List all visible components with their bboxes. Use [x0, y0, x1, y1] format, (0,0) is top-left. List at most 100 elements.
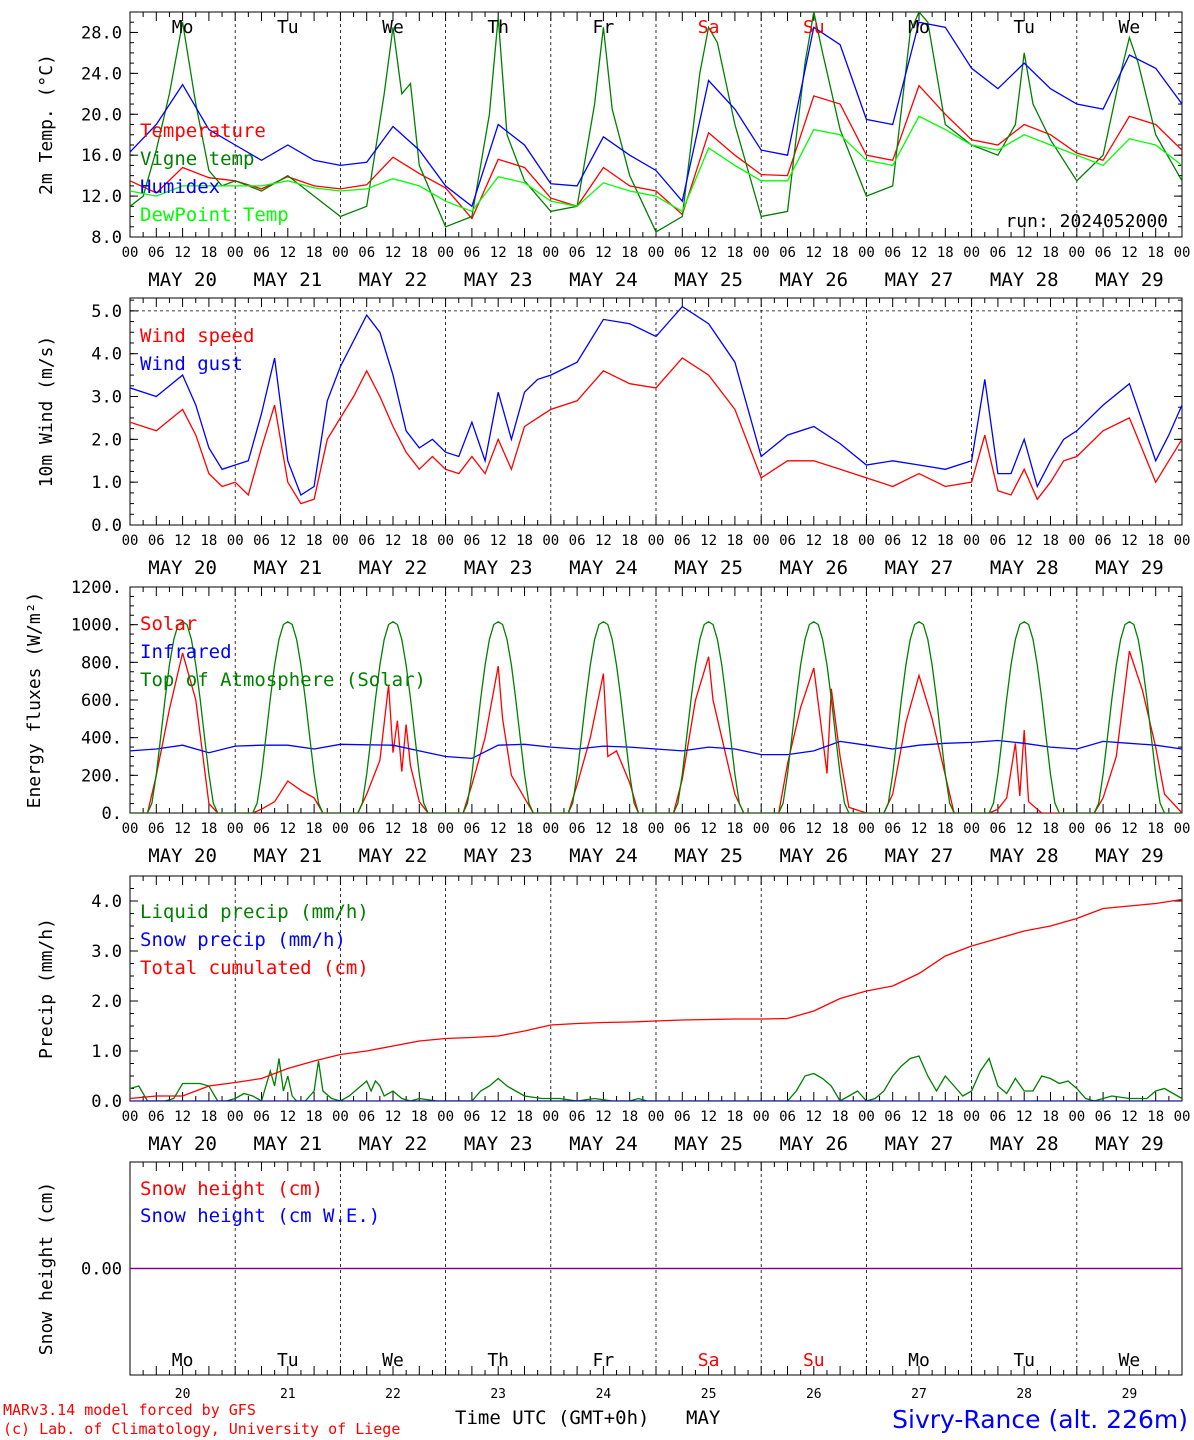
- x-hour-label: 00: [963, 245, 980, 261]
- x-date-label: MAY 26: [779, 1133, 848, 1155]
- credit-line-1: MARv3.14 model forced by GFS: [3, 1401, 256, 1419]
- y-tick-label: 400.: [81, 729, 122, 749]
- x-hour-label: 18: [621, 821, 638, 837]
- x-hour-label: 18: [200, 245, 217, 261]
- footer: Time UTC (GMT+0h) MAY MARv3.14 model force…: [3, 1401, 1188, 1438]
- x-date-label: MAY 22: [359, 845, 428, 867]
- x-hour-label: 12: [174, 1109, 191, 1125]
- x-date-label: MAY 23: [464, 269, 533, 291]
- x-hour-label: 00: [963, 1109, 980, 1125]
- panel-3: 0. 200. 400. 600. 800. 1000. 1200. Energy fluxe…: [24, 578, 1190, 867]
- weekday-label: Th: [487, 1350, 509, 1371]
- day-number-label: 26: [806, 1387, 822, 1402]
- weekday-label: Tu: [1013, 17, 1035, 38]
- legend-entry: Wind gust: [140, 353, 243, 375]
- credit-line-2: (c) Lab. of Climatology, University of L…: [3, 1420, 400, 1438]
- x-hour-label: 00: [542, 533, 559, 549]
- x-hour-label: 00: [542, 821, 559, 837]
- x-hour-label: 00: [1068, 245, 1085, 261]
- x-hour-label: 00: [1068, 821, 1085, 837]
- x-date-label: MAY 23: [464, 557, 533, 579]
- x-hour-label: 00: [122, 533, 139, 549]
- x-hour-label: 18: [411, 821, 428, 837]
- x-hour-label: 00: [648, 1109, 665, 1125]
- x-hour-label: 06: [989, 1109, 1006, 1125]
- weekday-label: We: [382, 1350, 404, 1371]
- series-group: [130, 12, 1182, 233]
- day-number-label: 27: [911, 1387, 927, 1402]
- x-hour-label: 00: [753, 1109, 770, 1125]
- x-hour-label: 12: [490, 533, 507, 549]
- x-hour-label: 00: [1174, 821, 1191, 837]
- x-hour-label: 00: [332, 821, 349, 837]
- panel-2: 0.0 1.0 2.0 3.0 4.0 5.0 10m Wind (m/s) Wind spe…: [36, 297, 1191, 579]
- x-hour-label: 12: [1016, 245, 1033, 261]
- x-date-label: MAY 21: [253, 1133, 322, 1155]
- x-hour-label: 12: [1121, 1109, 1138, 1125]
- x-hour-label: 18: [832, 821, 849, 837]
- y-axis-label: Precip (mm/h): [36, 918, 57, 1059]
- series-line-temperature: [130, 84, 1182, 220]
- panel-1: 8.0 12.0 16.0 20.0 24.0 28.0 2m Temp. (°C) Temp…: [36, 11, 1190, 291]
- x-hour-label: 18: [1147, 1109, 1164, 1125]
- x-hour-label: 18: [937, 245, 954, 261]
- x-hour-label: 18: [726, 533, 743, 549]
- x-date-label: MAY 24: [569, 269, 638, 291]
- x-hour-label: 06: [358, 245, 375, 261]
- weekday-label: Mo: [908, 17, 930, 38]
- x-hour-label: 00: [753, 821, 770, 837]
- x-hour-label: 00: [1174, 533, 1191, 549]
- x-hour-label: 18: [937, 1109, 954, 1125]
- weekday-label: Fr: [593, 17, 615, 38]
- x-date-label: MAY 24: [569, 845, 638, 867]
- x-hour-label: 12: [595, 245, 612, 261]
- x-hour-label: 12: [174, 533, 191, 549]
- x-hour-label: 12: [1121, 821, 1138, 837]
- x-hour-label: 00: [332, 245, 349, 261]
- x-hour-label: 12: [805, 533, 822, 549]
- weekday-label: Su: [803, 17, 825, 38]
- legend-entry: Snow precip (mm/h): [140, 929, 346, 951]
- y-tick-label: 1000.: [71, 616, 122, 636]
- x-hour-label: 12: [174, 245, 191, 261]
- day-number-label: 28: [1016, 1387, 1032, 1402]
- x-hour-label: 12: [1016, 821, 1033, 837]
- x-hour-label: 00: [648, 533, 665, 549]
- x-date-label: MAY 20: [148, 557, 217, 579]
- legend-entry: Top of Atmosphere (Solar): [140, 669, 426, 691]
- weekday-label: We: [382, 17, 404, 38]
- x-hour-label: 12: [385, 821, 402, 837]
- legend-entry: Humidex: [140, 176, 220, 198]
- series-line-vigne-temp: [130, 12, 1182, 233]
- x-hour-label: 00: [542, 245, 559, 261]
- x-date-label: MAY 21: [253, 845, 322, 867]
- series-line-liquid-precip-mm-h-: [130, 1055, 1182, 1101]
- x-hour-label: 18: [1042, 1109, 1059, 1125]
- x-hour-label: 12: [385, 245, 402, 261]
- weekday-label: Mo: [908, 1350, 930, 1371]
- x-hour-label: 06: [358, 533, 375, 549]
- x-hour-label: 06: [253, 1109, 270, 1125]
- x-hour-label: 12: [595, 1109, 612, 1125]
- x-date-label: MAY 24: [569, 1133, 638, 1155]
- weekday-label: Th: [487, 17, 509, 38]
- x-hour-label: 12: [911, 821, 928, 837]
- x-hour-label: 00: [227, 533, 244, 549]
- legend-entry: Vigne temp: [140, 148, 254, 170]
- y-tick-label: 5.0: [91, 302, 122, 322]
- x-hour-label: 00: [227, 245, 244, 261]
- legend-entry: Snow height (cm): [140, 1178, 323, 1200]
- x-hour-label: 18: [200, 533, 217, 549]
- y-tick-label: 4.0: [91, 345, 122, 365]
- x-date-label: MAY 27: [885, 269, 954, 291]
- x-hour-label: 12: [174, 821, 191, 837]
- series-line-infrared: [130, 739, 1182, 760]
- x-hour-label: 18: [832, 245, 849, 261]
- x-date-label: MAY 20: [148, 269, 217, 291]
- x-hour-label: 00: [648, 245, 665, 261]
- x-hour-label: 18: [516, 245, 533, 261]
- x-hour-label: 06: [463, 1109, 480, 1125]
- x-date-label: MAY 25: [674, 557, 743, 579]
- x-hour-label: 06: [674, 533, 691, 549]
